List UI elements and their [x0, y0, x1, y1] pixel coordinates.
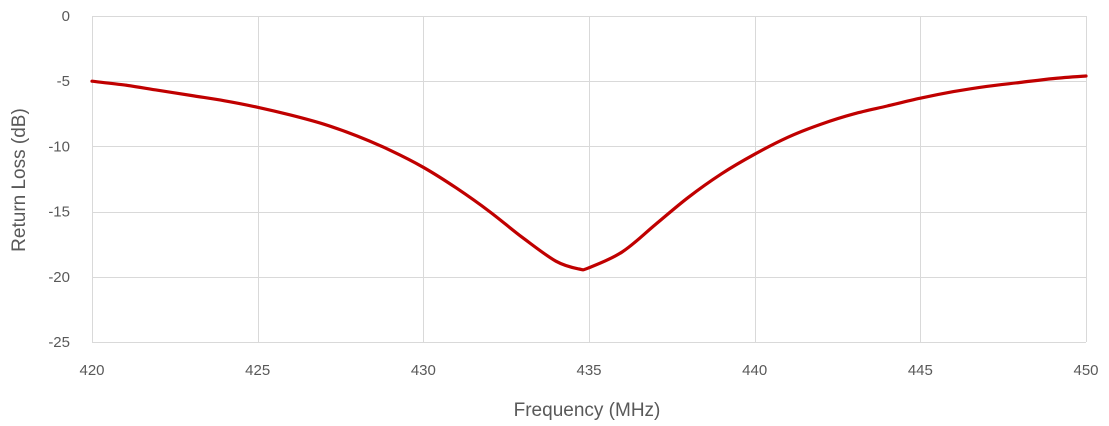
y-axis-title: Return Loss (dB)	[9, 108, 30, 252]
x-tick-label: 440	[742, 362, 767, 379]
x-tick-label: 425	[245, 362, 270, 379]
x-tick-label: 420	[79, 362, 104, 379]
y-tick-label: -5	[57, 73, 70, 90]
y-tick-label: 0	[62, 8, 70, 25]
grid	[92, 16, 1087, 343]
return-loss-line	[90, 74, 1088, 272]
y-tick-label: -20	[48, 269, 70, 286]
series-layer	[90, 74, 1088, 272]
x-tick-label: 450	[1073, 362, 1098, 379]
x-axis-title: Frequency (MHz)	[514, 400, 661, 421]
y-tick-label: -15	[48, 204, 70, 221]
x-tick-label: 430	[411, 362, 436, 379]
y-tick-label: -25	[48, 334, 70, 351]
x-tick-label: 445	[908, 362, 933, 379]
y-tick-label: -10	[48, 138, 70, 155]
y-axis-ticks: 0 -5 -10 -15 -20 -25	[48, 8, 70, 351]
x-axis-ticks: 420 425 430 435 440 445 450	[79, 362, 1098, 379]
x-tick-label: 435	[576, 362, 601, 379]
